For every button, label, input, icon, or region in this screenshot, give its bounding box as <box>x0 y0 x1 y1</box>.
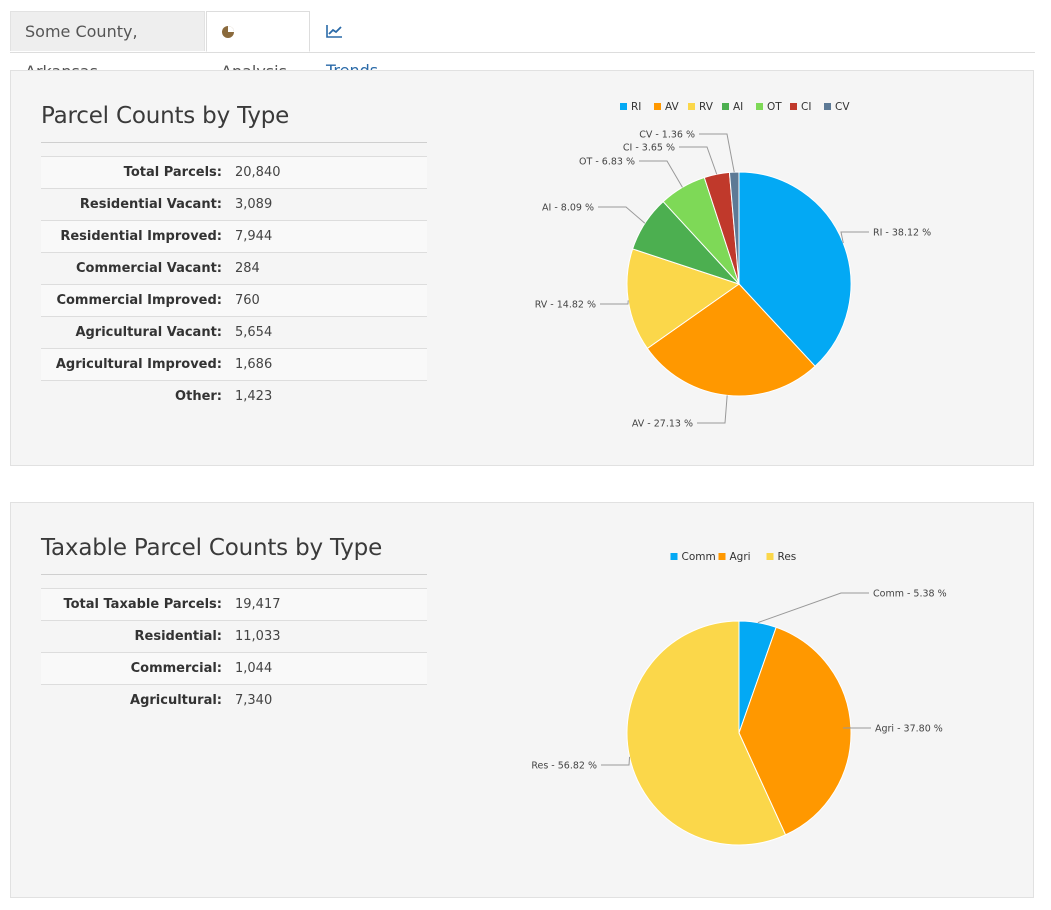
stat-label: Commercial: <box>130 661 222 676</box>
taxable-parcel-counts-panel: Taxable Parcel Counts by Type Total Taxa… <box>10 502 1034 898</box>
stat-value: 7,944 <box>235 229 273 244</box>
stat-label: Residential Vacant: <box>79 197 222 212</box>
taxable-type-pie-chart: Comm Agri Res Comm - 5.38 % Agri - 37.80 % Re… <box>531 551 947 846</box>
parcel-counts-panel: Parcel Counts by Type Total Parcels: 20,8… <box>10 70 1034 466</box>
stat-value: 7,340 <box>235 693 273 708</box>
legend-label: Res <box>778 551 797 563</box>
slice-data-label: Agri - 37.80 % <box>875 724 943 735</box>
label-leader-line <box>840 231 869 244</box>
label-leader-line <box>697 395 728 424</box>
parcel-type-pie-chart: RI AV RV AI OT CI CV RI - 38.12 % AV - 27.13 % RV… <box>535 101 931 430</box>
tab-county[interactable]: Some County, Arkansas <box>10 11 205 81</box>
stat-label: Other: <box>175 389 222 404</box>
stat-row: Residential Improved: 7,944 <box>41 220 427 252</box>
stat-row: Residential: 11,033 <box>41 620 427 652</box>
panel-title: Taxable Parcel Counts by Type <box>41 535 383 561</box>
stat-label: Commercial Vacant: <box>76 261 222 276</box>
legend-swatch <box>688 103 695 110</box>
legend-label: AI <box>733 101 743 113</box>
stat-row: Commercial Improved: 760 <box>41 284 427 316</box>
legend-label: RI <box>631 101 641 113</box>
legend-label: RV <box>699 101 714 113</box>
slice-data-label: Comm - 5.38 % <box>873 589 947 600</box>
taxable-counts-table: Total Taxable Parcels: 19,417 Residential:… <box>41 588 427 716</box>
slice-data-label: CI - 3.65 % <box>623 143 675 154</box>
stat-row: Agricultural Vacant: 5,654 <box>41 316 427 348</box>
pie-slice-cv[interactable] <box>728 171 740 285</box>
stat-label: Commercial Improved: <box>56 293 222 308</box>
chart-legend: RI AV RV AI OT CI CV <box>620 101 850 113</box>
stat-row: Residential Vacant: 3,089 <box>41 188 427 220</box>
panel-title: Parcel Counts by Type <box>41 103 290 129</box>
slice-data-label: Res - 56.82 % <box>531 761 597 772</box>
tab-trends[interactable]: Trends <box>312 11 412 80</box>
legend-swatch <box>756 103 763 110</box>
stat-label: Total Taxable Parcels: <box>63 597 222 612</box>
legend-swatch <box>620 103 627 110</box>
stat-row: Total Parcels: 20,840 <box>41 156 427 188</box>
legend-swatch <box>824 103 831 110</box>
legend-label: CI <box>801 101 811 113</box>
label-leader-line <box>598 206 646 224</box>
stat-value: 11,033 <box>235 629 281 644</box>
legend-swatch <box>670 553 678 560</box>
legend-label: Comm <box>682 551 716 563</box>
stat-row: Agricultural: 7,340 <box>41 684 427 716</box>
chart-legend: Comm Agri Res <box>670 551 797 563</box>
title-divider <box>41 142 427 143</box>
tab-bar: Some County, Arkansas Analysis Trends <box>10 11 1035 81</box>
stat-row: Other: 1,423 <box>41 380 427 412</box>
stat-value: 3,089 <box>235 197 273 212</box>
label-leader-line <box>679 146 718 175</box>
label-leader-line <box>601 756 631 766</box>
legend-label: AV <box>665 101 680 113</box>
label-leader-line <box>639 160 683 188</box>
stat-row: Commercial Vacant: 284 <box>41 252 427 284</box>
stat-value: 5,654 <box>235 325 273 340</box>
stat-value: 19,417 <box>235 597 281 612</box>
stat-value: 760 <box>235 293 260 308</box>
pie-chart-icon <box>221 22 239 41</box>
stat-label: Agricultural Improved: <box>55 357 222 372</box>
title-divider <box>41 574 427 575</box>
stat-label: Agricultural: <box>130 693 222 708</box>
legend-swatch <box>766 553 774 560</box>
label-leader-line <box>757 592 869 624</box>
slice-data-label: RV - 14.82 % <box>535 300 596 311</box>
slice-data-label: OT - 6.83 % <box>579 157 635 168</box>
legend-label: CV <box>835 101 850 113</box>
stat-row: Total Taxable Parcels: 19,417 <box>41 588 427 620</box>
stat-label: Residential Improved: <box>60 229 222 244</box>
slice-data-label: RI - 38.12 % <box>873 228 931 239</box>
stat-value: 20,840 <box>235 165 281 180</box>
line-chart-icon <box>326 21 347 40</box>
legend-swatch <box>790 103 797 110</box>
legend-swatch <box>722 103 729 110</box>
stat-value: 284 <box>235 261 260 276</box>
legend-swatch <box>654 103 661 110</box>
label-leader-line <box>600 300 629 305</box>
stat-value: 1,423 <box>235 389 273 404</box>
stat-row: Commercial: 1,044 <box>41 652 427 684</box>
slice-data-label: AI - 8.09 % <box>542 203 594 214</box>
stat-value: 1,044 <box>235 661 273 676</box>
parcel-counts-table: Total Parcels: 20,840 Residential Vacant: 3… <box>41 156 427 412</box>
legend-label: Agri <box>730 551 751 563</box>
pie-slice-ri[interactable] <box>738 171 852 367</box>
slice-data-label: CV - 1.36 % <box>639 130 695 141</box>
label-leader-line <box>699 133 735 173</box>
tab-analysis[interactable]: Analysis <box>206 11 310 81</box>
stat-label: Residential: <box>134 629 223 644</box>
legend-swatch <box>718 553 726 560</box>
stat-value: 1,686 <box>235 357 273 372</box>
legend-label: OT <box>767 101 782 113</box>
stat-label: Total Parcels: <box>123 165 222 180</box>
stat-label: Agricultural Vacant: <box>75 325 222 340</box>
slice-data-label: AV - 27.13 % <box>632 419 693 430</box>
stat-row: Agricultural Improved: 1,686 <box>41 348 427 380</box>
